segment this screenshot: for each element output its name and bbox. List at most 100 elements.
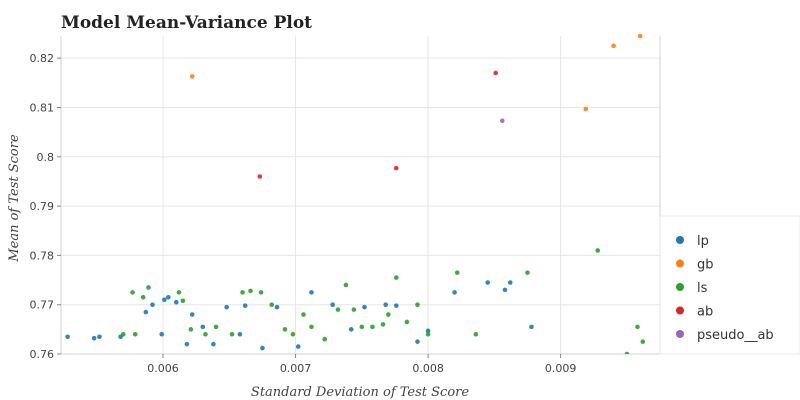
x-tick-label: 0.007 bbox=[280, 362, 312, 375]
data-point-lp bbox=[162, 297, 167, 303]
data-point-ls bbox=[425, 331, 431, 337]
data-point-ls bbox=[282, 327, 288, 332]
data-point-ls bbox=[335, 307, 341, 312]
data-point-ls bbox=[343, 282, 349, 288]
data-point-ls bbox=[473, 331, 479, 337]
data-point-lp bbox=[362, 304, 367, 310]
y-tick-label: 0.8 bbox=[37, 151, 55, 164]
data-point-ls bbox=[640, 339, 646, 344]
data-point-ls bbox=[380, 322, 386, 327]
data-point-ls bbox=[322, 336, 328, 342]
data-point-lp bbox=[184, 341, 190, 347]
data-point-ls bbox=[146, 285, 151, 290]
data-point-lp bbox=[295, 344, 301, 349]
data-point-lp bbox=[159, 331, 165, 337]
data-point-lp bbox=[330, 302, 335, 307]
data-point-lp bbox=[91, 335, 97, 341]
data-point-ls bbox=[176, 290, 182, 295]
data-point-lp bbox=[348, 327, 354, 332]
y-tick-label: 0.81 bbox=[30, 101, 55, 114]
data-point-lp bbox=[529, 324, 534, 330]
data-point-lp bbox=[97, 334, 102, 340]
tick-labels: 0.006 0.007 0.008 0.009 0.76 0.77 0.78 0.79 0.8 0… bbox=[30, 52, 577, 375]
data-point-ls bbox=[386, 312, 391, 317]
data-point-lp bbox=[393, 303, 399, 308]
data-point-ls bbox=[454, 270, 460, 275]
data-point-lp bbox=[452, 290, 457, 295]
legend-label-lp: lp bbox=[697, 234, 709, 249]
points-layer bbox=[65, 34, 646, 354]
data-point-lp bbox=[383, 302, 388, 307]
data-point-lp bbox=[224, 304, 229, 310]
legend-label-pseudo--ab: pseudo__ab bbox=[697, 328, 774, 343]
data-point-ls bbox=[132, 331, 138, 337]
data-point-ab bbox=[493, 70, 498, 76]
data-point-ls bbox=[309, 324, 314, 330]
data-point-gb bbox=[637, 34, 643, 39]
data-point-lp bbox=[237, 331, 243, 337]
legend: lp gb ls ab pseudo__ab bbox=[659, 215, 800, 355]
legend-marker-pseudo--ab bbox=[676, 330, 684, 338]
data-point-ls bbox=[415, 302, 420, 307]
x-tick-label: 0.008 bbox=[412, 362, 444, 375]
legend-label-ab: ab bbox=[697, 305, 713, 320]
x-tick-label: 0.009 bbox=[545, 362, 577, 375]
data-point-ls bbox=[359, 324, 365, 330]
data-point-lp bbox=[425, 328, 431, 334]
y-axis-label: Mean of Test Score bbox=[7, 134, 22, 263]
data-point-lp bbox=[260, 345, 265, 351]
data-point-lp bbox=[173, 299, 179, 305]
data-point-ls bbox=[635, 324, 640, 330]
data-point-lp bbox=[211, 341, 216, 347]
data-point-ls bbox=[290, 331, 296, 337]
data-point-ls bbox=[240, 290, 245, 295]
data-point-ls bbox=[301, 312, 306, 317]
data-point-ls bbox=[351, 307, 357, 312]
data-point-ls bbox=[393, 275, 399, 280]
chart-title: Model Mean-Variance Plot bbox=[61, 13, 312, 33]
y-tick-label: 0.76 bbox=[30, 348, 55, 361]
data-point-pseudo--ab bbox=[499, 118, 505, 124]
y-tick-label: 0.77 bbox=[30, 299, 55, 312]
data-point-gb bbox=[611, 43, 616, 49]
data-point-ls bbox=[203, 331, 208, 337]
data-point-ls bbox=[370, 324, 375, 330]
legend-marker-lp bbox=[676, 236, 684, 244]
data-point-lp bbox=[189, 312, 195, 317]
data-point-ls bbox=[213, 324, 219, 330]
data-point-ls bbox=[140, 295, 146, 300]
legend-marker-ab bbox=[676, 306, 684, 315]
data-point-lp bbox=[166, 295, 171, 300]
data-point-ls bbox=[624, 351, 630, 354]
data-point-ls bbox=[269, 302, 275, 307]
data-point-ls bbox=[525, 270, 530, 275]
data-point-lp bbox=[309, 290, 314, 295]
data-point-ls bbox=[229, 331, 235, 337]
legend-label-ls: ls bbox=[697, 281, 708, 296]
axes bbox=[57, 36, 661, 358]
data-point-lp bbox=[415, 339, 420, 344]
legend-marker-ls bbox=[676, 283, 684, 291]
data-point-ls bbox=[258, 290, 264, 295]
x-tick-label: 0.006 bbox=[147, 362, 179, 375]
data-point-gb bbox=[189, 74, 195, 79]
data-point-lp bbox=[242, 303, 248, 308]
legend-label-gb: gb bbox=[697, 258, 714, 273]
data-point-ls bbox=[120, 331, 126, 337]
data-point-ls bbox=[404, 319, 410, 325]
data-point-lp bbox=[274, 304, 280, 310]
data-point-lp bbox=[507, 280, 513, 285]
data-point-ab bbox=[393, 165, 399, 171]
data-point-lp bbox=[143, 309, 149, 315]
y-tick-label: 0.82 bbox=[30, 52, 55, 65]
y-tick-label: 0.79 bbox=[30, 200, 55, 213]
y-tick-label: 0.78 bbox=[30, 249, 55, 262]
x-axis-label: Standard Deviation of Test Score bbox=[251, 385, 469, 400]
data-point-ls bbox=[248, 288, 253, 294]
data-point-lp bbox=[150, 302, 155, 307]
data-point-lp bbox=[200, 324, 206, 330]
legend-marker-gb bbox=[676, 259, 684, 268]
data-point-ls bbox=[130, 290, 135, 295]
data-point-lp bbox=[485, 280, 491, 285]
